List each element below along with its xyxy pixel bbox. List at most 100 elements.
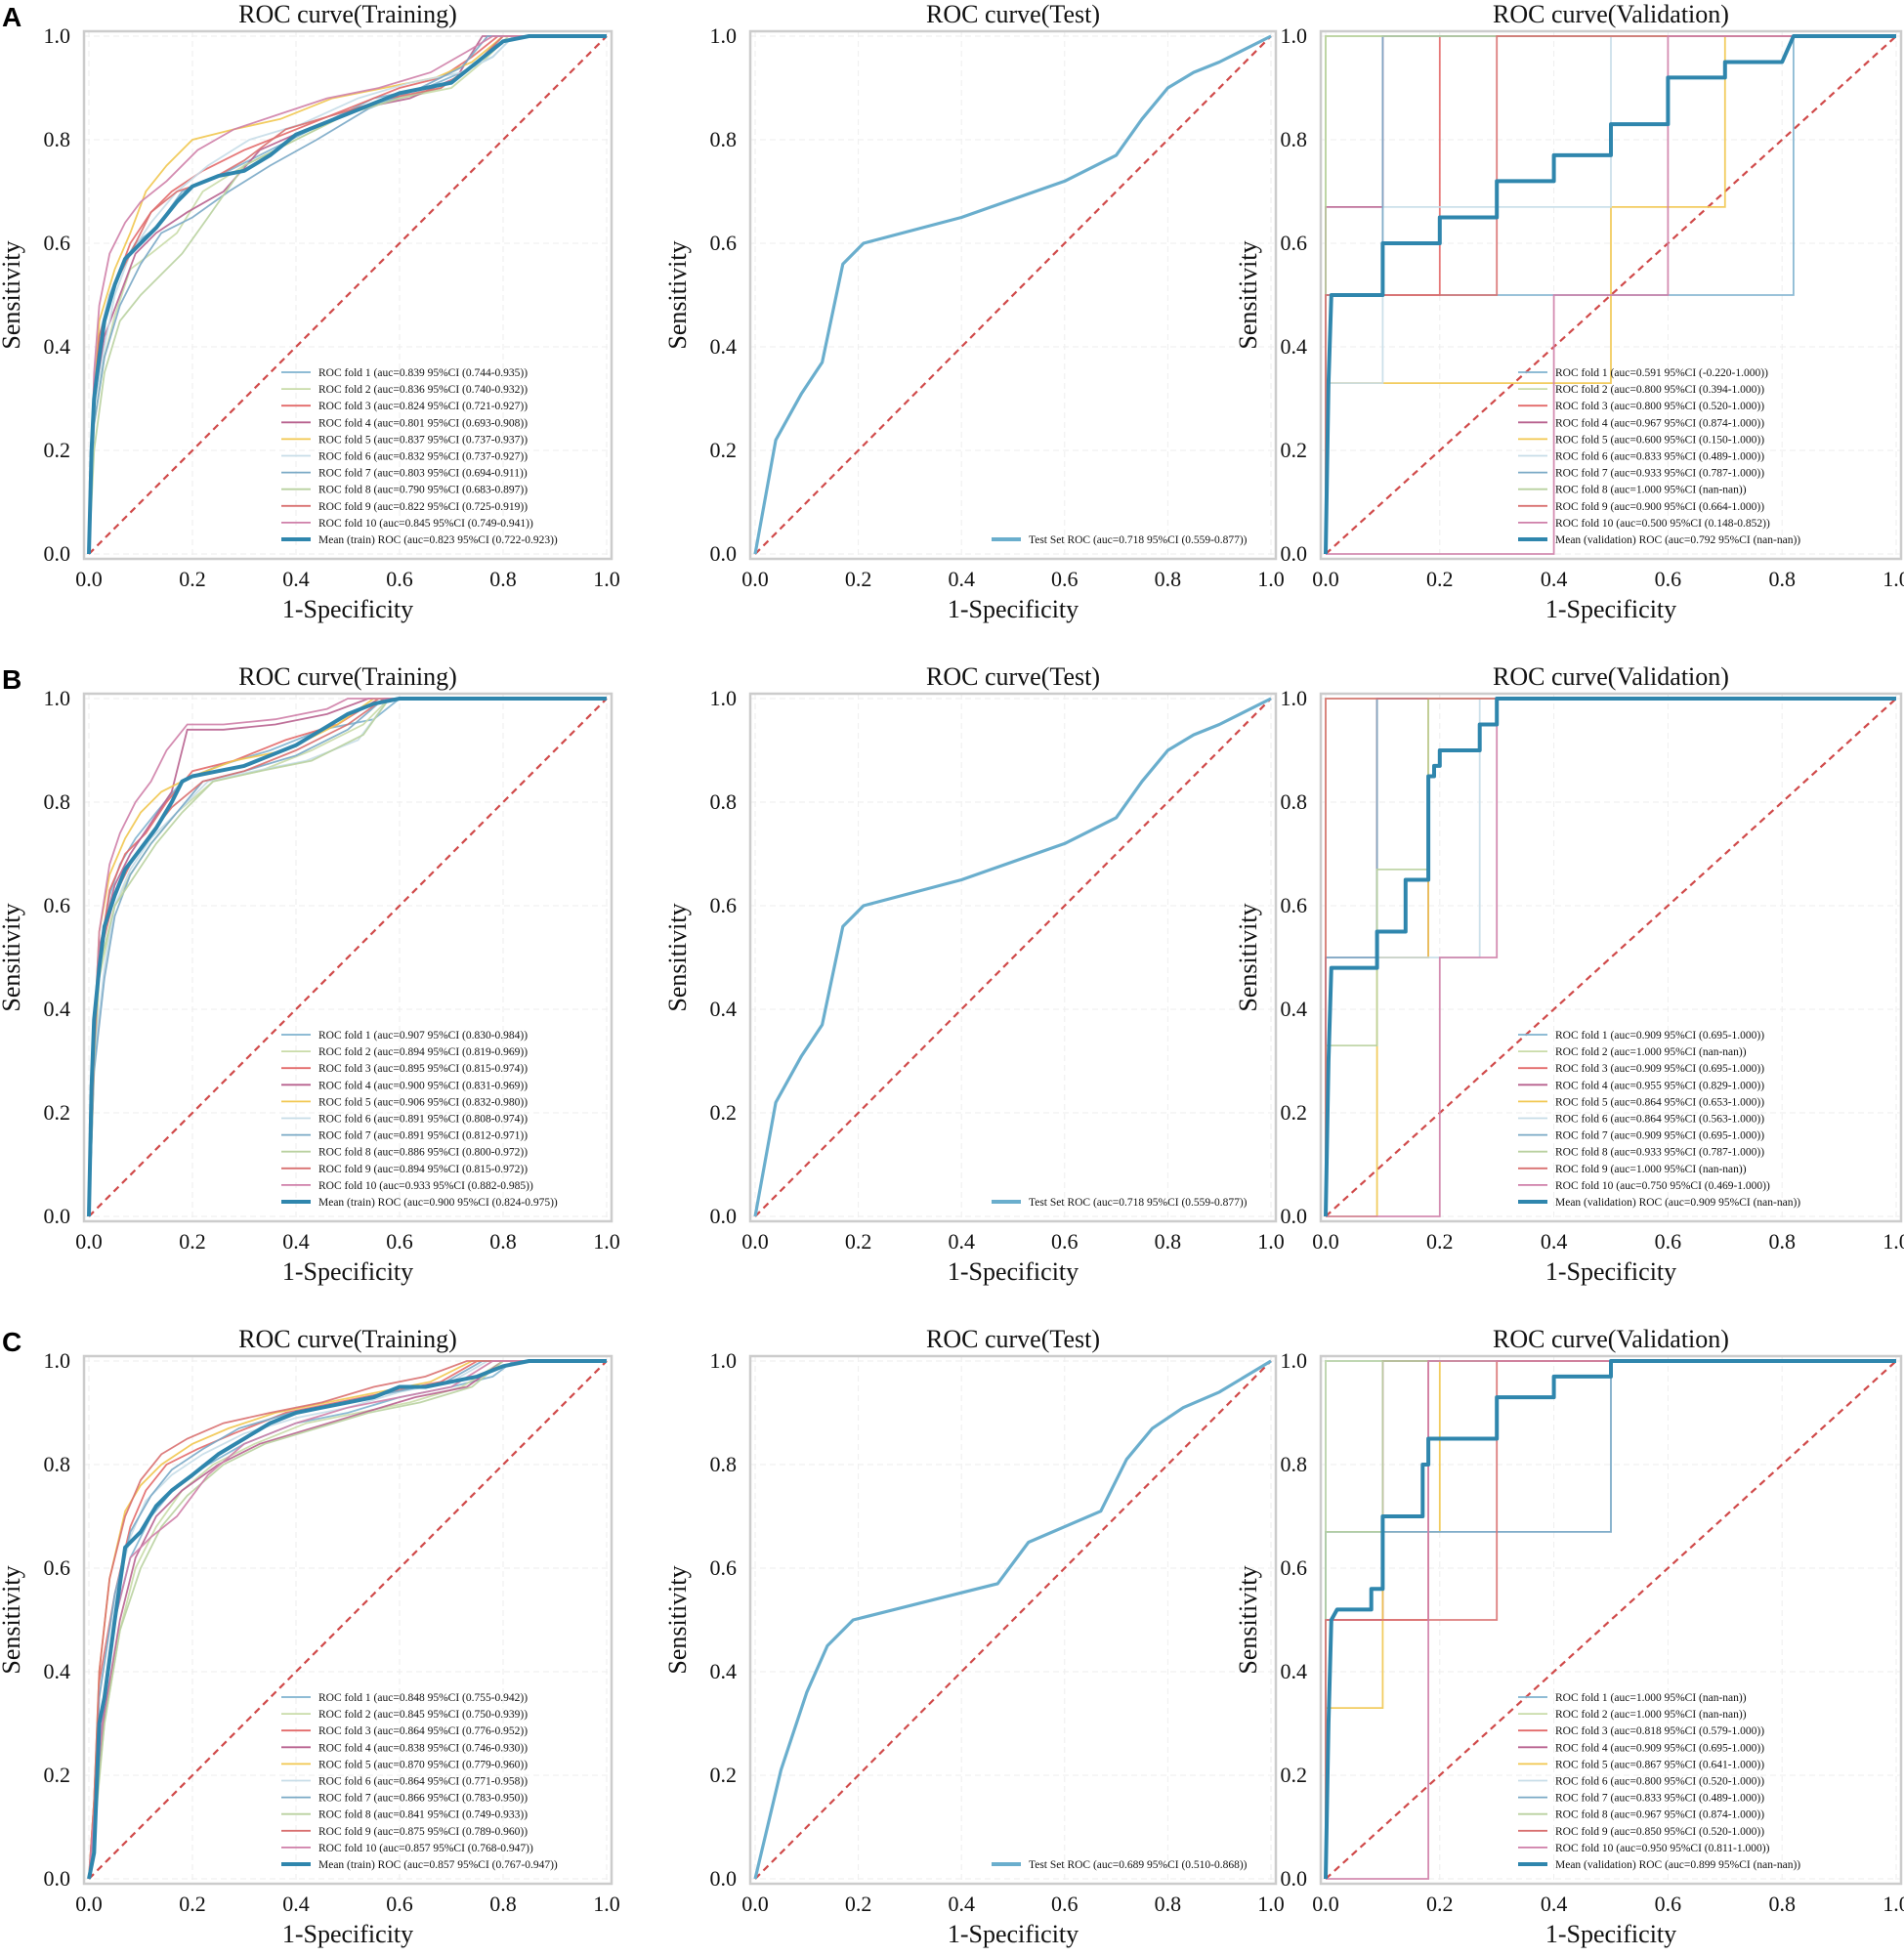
panel-label-a: A — [2, 2, 22, 32]
y-tick-label: 0.0 — [44, 1866, 71, 1891]
roc-panel-b-1: ROC curve(Training) 0.0 0.2 0.4 0.6 0.8 1.0 0.0… — [0, 662, 620, 1286]
x-tick-label: 0.6 — [1655, 1229, 1682, 1254]
x-tick-label: 0.4 — [282, 1892, 310, 1916]
fold-9-curve — [88, 1360, 607, 1880]
x-tick-label: 1.0 — [1257, 1892, 1285, 1916]
y-tick-label: 0.4 — [44, 1659, 71, 1683]
x-tick-label: 0.2 — [1426, 1892, 1454, 1916]
legend-entry: ROC fold 3 (auc=0.824 95%CI (0.721-0.927… — [318, 401, 528, 412]
roc-panel-b-3: ROC curve(Validation)0.00.20.40.60.81.00… — [1234, 662, 1904, 1286]
x-tick-label: 0.8 — [1155, 1229, 1182, 1254]
legend: ROC fold 1 (auc=1.000 95%CI (nan-nan)) RO… — [1518, 1692, 1800, 1871]
x-axis-label: 1-Specificity — [948, 1920, 1079, 1948]
x-tick-label: 0.0 — [741, 1229, 769, 1254]
y-tick-label: 0.2 — [710, 1763, 738, 1787]
legend-entry: ROC fold 2 (auc=0.894 95%CI (0.819-0.969… — [318, 1046, 528, 1058]
x-tick-label: 0.8 — [489, 1229, 517, 1254]
x-tick-label: 0.0 — [741, 567, 769, 591]
y-tick-label: 0.8 — [44, 789, 71, 814]
y-tick-label: 0.0 — [44, 1204, 71, 1228]
y-tick-label: 0.2 — [1281, 438, 1308, 462]
roc-panel-b-2: ROC curve(Test) 0.0 0.2 0.4 0.6 0.8 1.0 0.0 0.2 0… — [663, 662, 1285, 1286]
test-roc-curve — [753, 34, 1272, 555]
x-axis-label: 1-Specificity — [282, 1920, 413, 1948]
x-tick-label: 0.8 — [1768, 1229, 1796, 1254]
legend-entry: ROC fold 4 (auc=0.955 95%CI (0.829-1.000… — [1555, 1080, 1764, 1091]
y-tick-label: 0.4 — [710, 334, 738, 359]
chart-title: ROC curve(Training) — [238, 662, 457, 691]
legend-entry: ROC fold 3 (auc=0.864 95%CI (0.776-0.952… — [318, 1725, 528, 1737]
chart-title: ROC curve(Validation) — [1493, 1325, 1729, 1353]
fold-7-curve — [88, 35, 607, 555]
chart-title: ROC curve(Test) — [926, 1325, 1100, 1353]
x-tick-label: 0.8 — [489, 567, 517, 591]
roc-panel-a-3: ROC curve(Validation)0.00.20.40.60.81.00… — [1234, 0, 1904, 623]
y-tick-label: 0.0 — [44, 541, 71, 566]
legend-entry: Mean (train) ROC (auc=0.857 95%CI (0.767… — [318, 1859, 558, 1871]
x-tick-label: 0.8 — [1155, 567, 1182, 591]
fold-5-curve — [88, 35, 607, 555]
legend-entry: ROC fold 9 (auc=0.894 95%CI (0.815-0.972… — [318, 1164, 528, 1175]
chart-title: ROC curve(Test) — [926, 662, 1100, 691]
x-tick-label: 1.0 — [593, 567, 620, 591]
y-tick-label: 0.2 — [44, 438, 71, 462]
x-axis-label: 1-Specificity — [1545, 1920, 1676, 1948]
y-tick-label: 0.8 — [1281, 789, 1308, 814]
mean-roc-curve — [87, 697, 607, 1217]
y-tick-label: 0.6 — [1281, 893, 1308, 917]
chart-title: ROC curve(Validation) — [1493, 0, 1729, 28]
roc-panel-a-2: ROC curve(Test) 0.0 0.2 0.4 0.6 0.8 1.0 0.0 0.2 0… — [663, 0, 1285, 623]
y-tick-label: 0.0 — [1281, 1866, 1308, 1891]
legend-entry: ROC fold 6 (auc=0.864 95%CI (0.771-0.958… — [318, 1776, 528, 1788]
x-tick-label: 0.2 — [179, 1229, 206, 1254]
y-tick-label: 0.0 — [710, 1204, 738, 1228]
x-axis-label: 1-Specificity — [1545, 595, 1676, 623]
y-tick-label: 0.2 — [710, 1100, 738, 1125]
legend-entry: ROC fold 2 (auc=0.845 95%CI (0.750-0.939… — [318, 1709, 528, 1721]
y-axis-label: Sensitivity — [1234, 1565, 1262, 1674]
y-tick-label: 0.8 — [710, 789, 738, 814]
mean-roc-curve — [1324, 1359, 1896, 1880]
x-tick-label: 0.4 — [948, 567, 975, 591]
y-tick-label: 0.8 — [44, 127, 71, 151]
y-tick-label: 0.4 — [1281, 334, 1308, 359]
legend-entry: ROC fold 9 (auc=1.000 95%CI (nan-nan)) — [1555, 1164, 1747, 1175]
legend-entry: ROC fold 6 (auc=0.864 95%CI (0.563-1.000… — [1555, 1114, 1764, 1126]
x-tick-label: 0.6 — [1051, 1892, 1079, 1916]
legend-entry: ROC fold 8 (auc=0.790 95%CI (0.683-0.897… — [318, 485, 528, 496]
legend: Test Set ROC (auc=0.718 95%CI (0.559-0.8… — [992, 534, 1248, 546]
legend-entry: ROC fold 5 (auc=0.870 95%CI (0.779-0.960… — [318, 1759, 528, 1770]
y-tick-label: 1.0 — [710, 1348, 738, 1373]
y-tick-label: 0.2 — [1281, 1763, 1308, 1787]
legend-entry: ROC fold 8 (auc=0.886 95%CI (0.800-0.972… — [318, 1147, 528, 1159]
y-tick-label: 0.8 — [44, 1452, 71, 1476]
y-tick-label: 0.4 — [1281, 997, 1308, 1021]
legend-entry: ROC fold 7 (auc=0.833 95%CI (0.489-1.000… — [1555, 1793, 1764, 1805]
legend-entry: ROC fold 9 (auc=0.900 95%CI (0.664-1.000… — [1555, 501, 1764, 513]
roc-panel-c-2: ROC curve(Test) 0.0 0.2 0.4 0.6 0.8 1.0 0.0 0.2 0… — [663, 1325, 1285, 1948]
x-tick-label: 0.2 — [179, 567, 206, 591]
fold-7-curve — [88, 698, 607, 1217]
legend-entry: ROC fold 4 (auc=0.838 95%CI (0.746-0.930… — [318, 1742, 528, 1754]
legend-entry: ROC fold 7 (auc=0.933 95%CI (0.787-1.000… — [1555, 468, 1764, 480]
legend-entry: Test Set ROC (auc=0.689 95%CI (0.510-0.8… — [1029, 1859, 1248, 1871]
x-tick-label: 0.2 — [845, 1892, 872, 1916]
legend-entry: Test Set ROC (auc=0.718 95%CI (0.559-0.8… — [1029, 534, 1248, 546]
y-tick-label: 0.6 — [1281, 1555, 1308, 1580]
y-tick-label: 0.4 — [1281, 1659, 1308, 1683]
y-tick-label: 0.8 — [1281, 1452, 1308, 1476]
x-tick-label: 0.2 — [845, 567, 872, 591]
y-tick-label: 0.2 — [44, 1763, 71, 1787]
legend-entry: ROC fold 5 (auc=0.906 95%CI (0.832-0.980… — [318, 1096, 528, 1108]
y-axis-label: Sensitivity — [663, 1565, 692, 1674]
test-roc-curve — [753, 1359, 1272, 1880]
x-tick-label: 0.4 — [282, 567, 310, 591]
plot-frame — [748, 1354, 1278, 1886]
chance-diagonal — [754, 35, 1272, 555]
x-tick-label: 0.2 — [179, 1892, 206, 1916]
y-tick-label: 0.8 — [710, 127, 738, 151]
legend-entry: ROC fold 6 (auc=0.891 95%CI (0.808-0.974… — [318, 1114, 528, 1126]
y-tick-label: 1.0 — [1281, 1348, 1308, 1373]
y-axis-label: Sensitivity — [1234, 240, 1262, 349]
